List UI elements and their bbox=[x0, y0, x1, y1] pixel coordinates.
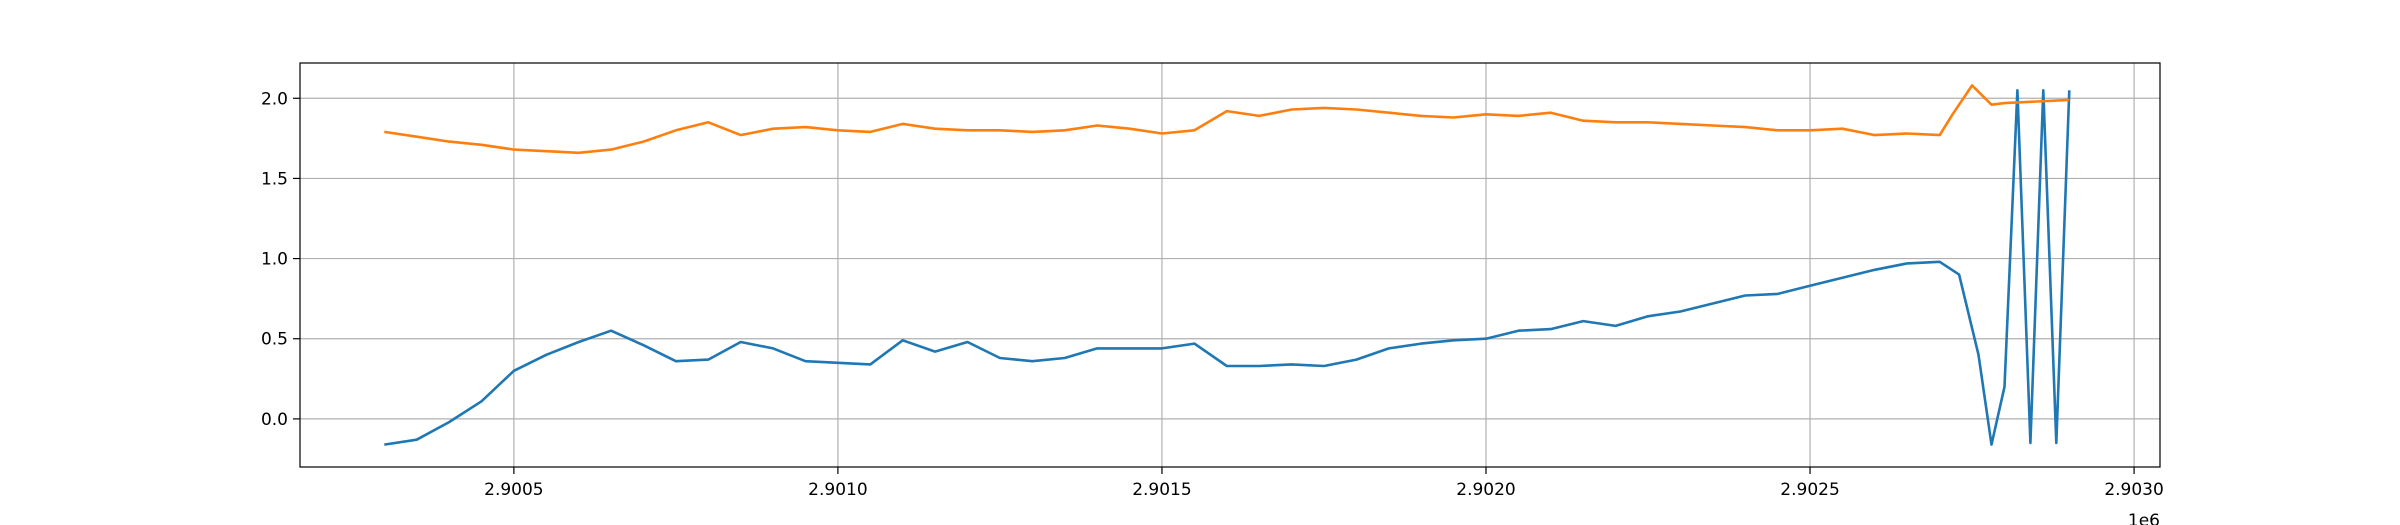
grid-layer bbox=[300, 63, 2160, 467]
y-tick-label: 1.5 bbox=[261, 169, 288, 189]
x-tick-label: 2.9030 bbox=[2104, 480, 2163, 500]
series-layer bbox=[384, 84, 2071, 446]
x-axis-offset-label: 1e6 bbox=[2128, 511, 2160, 525]
series-line-2 bbox=[384, 84, 2070, 155]
x-tick-label: 2.9005 bbox=[484, 480, 543, 500]
x-tick-label: 2.9015 bbox=[1132, 480, 1191, 500]
x-tick-label: 2.9020 bbox=[1456, 480, 1515, 500]
axis-layer: 2.9005 2.9010 2.9015 2.9020 2.9025 2.9030 0.0 0… bbox=[261, 89, 2164, 500]
y-tick-label: 2.0 bbox=[261, 89, 288, 109]
plot-frame bbox=[299, 62, 2161, 468]
y-tick-label: 0.5 bbox=[261, 330, 288, 350]
y-tick-label: 1.0 bbox=[261, 250, 288, 270]
x-tick-label: 2.9025 bbox=[1780, 480, 1839, 500]
series-line-1 bbox=[384, 89, 2071, 446]
y-tick-label: 0.0 bbox=[261, 410, 288, 430]
x-tick-label: 2.9010 bbox=[808, 480, 867, 500]
